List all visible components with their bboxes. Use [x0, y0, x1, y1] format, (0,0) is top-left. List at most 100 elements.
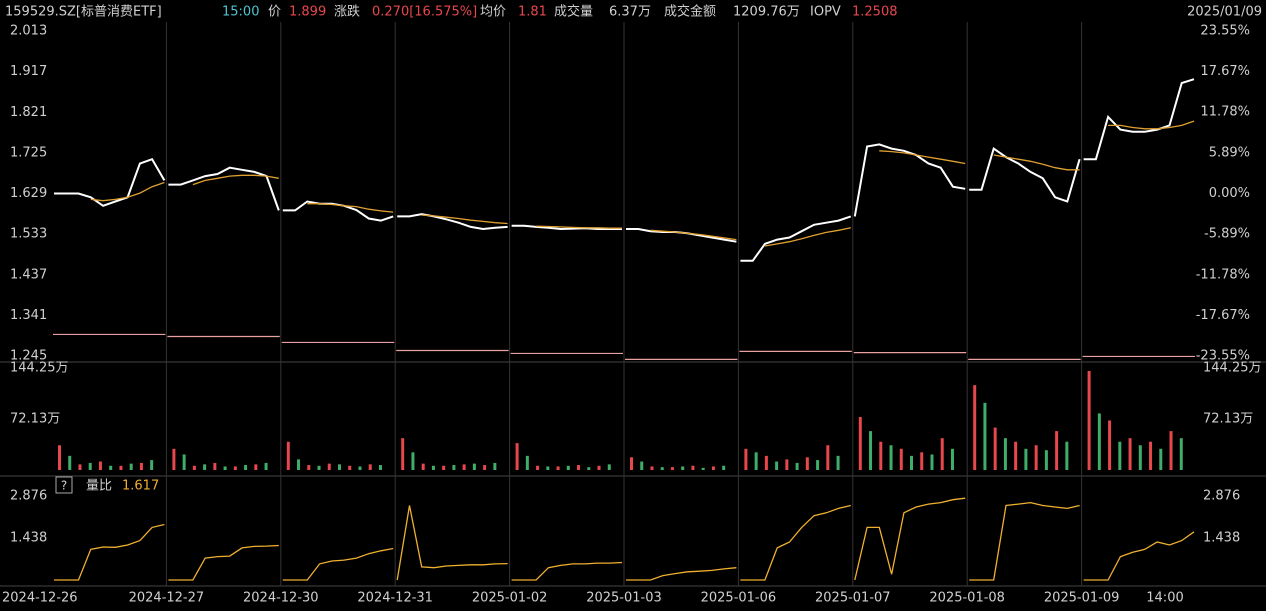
volume-bar [993, 427, 997, 470]
line [90, 181, 165, 202]
volume-bar [587, 467, 591, 470]
line [421, 214, 508, 225]
volume-bar [1179, 438, 1183, 470]
code: 159529.SZ[标普消费ETF] [5, 5, 162, 20]
line [879, 150, 966, 165]
volume-bar [172, 448, 176, 470]
line [853, 143, 966, 217]
volume-bar [1097, 413, 1101, 470]
y2-tick-label: -17.67% [1196, 308, 1250, 323]
line [764, 227, 851, 247]
iopv: 1.2508 [852, 5, 898, 20]
volume-bar [58, 445, 61, 470]
y-tick-label: 2.013 [10, 24, 47, 39]
label: IOPV [810, 5, 841, 20]
line [511, 224, 622, 231]
volume-bar [515, 443, 519, 470]
volume-bar [910, 455, 913, 470]
volume-bar [1003, 438, 1007, 470]
volume-bar [192, 465, 196, 470]
y-tick-label: 144.25万 [10, 361, 69, 376]
volume-bar [452, 465, 456, 470]
volume-bar [785, 459, 789, 470]
volume: 6.37万 [609, 5, 651, 20]
volume-bar [869, 431, 873, 470]
panel-value: 1.617 [122, 479, 159, 494]
help-icon[interactable] [55, 476, 73, 494]
x-tick-label: 14:00 [1146, 591, 1183, 606]
volume-bar [744, 448, 748, 470]
volume-bar [950, 448, 954, 470]
volume-bar [223, 466, 227, 470]
avg: 1.81 [518, 5, 547, 20]
amount: 1209.76万 [733, 5, 800, 20]
volume-bar [1065, 441, 1069, 470]
volume-bar [546, 466, 550, 470]
label: 均价 [480, 5, 506, 20]
y2-tick-label: 17.67% [1200, 64, 1250, 79]
volume-bar [660, 467, 664, 470]
line [282, 547, 394, 581]
volume-bar [483, 465, 487, 470]
line [626, 567, 737, 581]
line [168, 544, 279, 581]
volume-bar [1087, 371, 1091, 470]
volume-bar [597, 465, 601, 470]
volume-bar [670, 467, 674, 470]
change: 0.270[16.575%] [372, 5, 477, 20]
volume-bar [203, 464, 207, 470]
volume-bar [348, 465, 352, 470]
label: 涨跌 [334, 4, 360, 20]
y2-tick-label: 5.89% [1209, 145, 1250, 160]
volume-bar [317, 465, 321, 470]
x-tick-label: 2025-01-07 [815, 591, 891, 606]
label: 成交金额 [664, 4, 716, 20]
volume-bar [816, 460, 820, 470]
volume-bar [566, 465, 570, 470]
volume-bar [1024, 448, 1028, 470]
y-tick-label: 1.533 [10, 227, 47, 242]
volume-bar [775, 461, 779, 470]
line [168, 166, 280, 211]
volume-bar [264, 462, 268, 470]
volume-bar [1108, 420, 1112, 470]
y2-tick-label: -5.89% [1204, 227, 1250, 242]
y2-tick-label: -23.55% [1196, 349, 1250, 364]
date: 2025/01/09 [1187, 5, 1262, 20]
y-tick-label: 1.438 [1203, 531, 1240, 546]
volume-bar [286, 441, 290, 470]
volume-bar [722, 465, 726, 470]
line [307, 203, 394, 213]
volume-bar [681, 466, 685, 470]
volume-bar [119, 465, 123, 470]
volume-bar [254, 464, 258, 470]
line [511, 561, 623, 581]
y-tick-label: 1.725 [10, 145, 47, 160]
y-tick-label: 1.629 [10, 186, 47, 201]
line [740, 215, 852, 262]
line [1108, 120, 1195, 130]
volume-bar [1118, 441, 1122, 470]
label: 价 [268, 5, 281, 20]
volume-bar [577, 465, 581, 470]
line [54, 157, 166, 207]
volume-bar [930, 454, 934, 470]
volume-bar [1138, 445, 1142, 470]
line [1083, 78, 1195, 161]
volume-bar [826, 445, 830, 470]
volume-bar [401, 438, 405, 470]
volume-bar [338, 464, 341, 470]
volume-bar [889, 445, 893, 470]
volume-bar [442, 465, 446, 470]
y-tick-label: 1.438 [10, 531, 47, 546]
panel-title: 量比 [86, 479, 112, 494]
volume-bar [691, 465, 695, 470]
header: 159529.SZ[标普消费ETF] 15:00 价 1.899 涨跌 0.27… [5, 4, 1262, 20]
volume-bar [129, 463, 133, 470]
volume-bar [640, 461, 644, 470]
line [740, 504, 851, 581]
volume-bar [368, 464, 372, 470]
volume-bar [213, 462, 217, 470]
y-tick-label: 1.437 [10, 267, 47, 282]
